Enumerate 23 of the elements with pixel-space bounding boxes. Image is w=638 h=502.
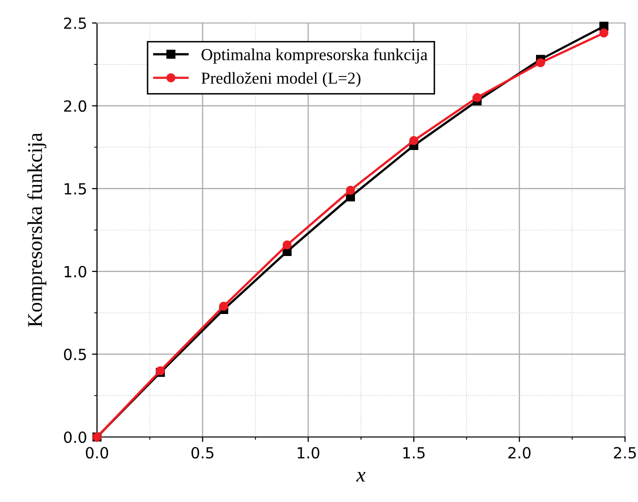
y-tick-label: 2.5	[64, 17, 86, 30]
x-tick-label: 2.5	[614, 446, 636, 459]
y-tick-label: 0.5	[64, 348, 86, 360]
y-axis-title: Kompresorska funkcija	[27, 132, 46, 327]
x-tick-label: 1.0	[298, 446, 320, 459]
x-tick-label: 2.0	[508, 446, 531, 459]
x-tick-label: 0.0	[86, 446, 108, 459]
point	[409, 136, 418, 146]
y-tick-label: 1.0	[64, 266, 86, 278]
y-tick-label: 2.0	[64, 100, 86, 112]
y-tick-label: 1.5	[64, 183, 86, 195]
x-tick-label: 0.5	[191, 446, 214, 459]
point	[219, 302, 228, 311]
legend-label: Optimalna kompresorska funkcija	[202, 48, 428, 64]
x-tick-label: 1.5	[403, 447, 425, 459]
point	[472, 93, 482, 102]
x-axis-title: x	[356, 472, 366, 482]
y-tick-label: 0.0	[64, 431, 86, 444]
point	[346, 186, 355, 195]
point	[536, 58, 546, 68]
point	[599, 28, 608, 38]
point	[282, 240, 292, 250]
legend-label: Predloženi model (L=2)	[201, 72, 360, 88]
